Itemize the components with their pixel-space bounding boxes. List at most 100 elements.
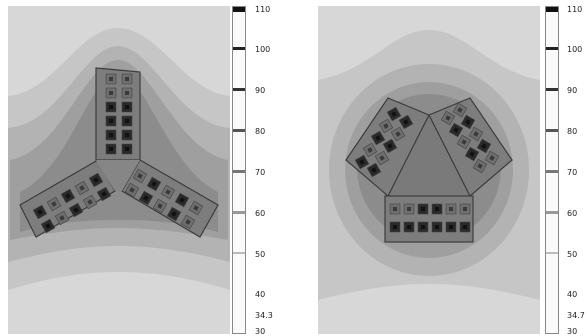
left-lower-right-cell-core bbox=[143, 195, 149, 201]
right-module-bottom bbox=[384, 195, 474, 243]
right-upper-right-cell-core bbox=[481, 143, 487, 149]
left-top-cell-core bbox=[109, 105, 113, 109]
left-cell-array bbox=[32, 73, 204, 234]
right-bottom-cell-core bbox=[393, 207, 397, 211]
right-bottom-cell-core bbox=[393, 225, 397, 229]
right-upper-right-cell-core bbox=[453, 127, 459, 133]
left-tick-label-40: 40 bbox=[255, 290, 266, 299]
left-colorbar-tick-90 bbox=[233, 88, 245, 91]
left-module-junction bbox=[96, 160, 140, 191]
right-tick-label-60: 60 bbox=[567, 209, 578, 218]
right-cell-array bbox=[354, 102, 500, 233]
left-heatmap-panel: 110 100 90 80 70 60 50 40 34.3 30 bbox=[0, 0, 273, 336]
right-tick-label-50: 50 bbox=[567, 250, 578, 259]
right-colorbar-tick-80 bbox=[546, 129, 558, 132]
right-tick-label-100: 100 bbox=[567, 45, 583, 54]
left-lower-left-cell-core bbox=[73, 207, 79, 213]
left-colorbar-tick-80 bbox=[233, 129, 245, 132]
right-bottom-cell-core bbox=[407, 207, 411, 211]
left-tick-label-100: 100 bbox=[255, 45, 271, 54]
right-upper-left-cell-core bbox=[371, 167, 377, 173]
right-tick-label-80: 80 bbox=[567, 127, 578, 136]
left-lower-left-cell-core bbox=[93, 177, 99, 183]
right-upper-left-cell-core bbox=[387, 143, 393, 149]
right-colorbar bbox=[545, 6, 559, 334]
left-lower-right-cell-core bbox=[151, 181, 157, 187]
right-bottom-cell-core bbox=[449, 207, 453, 211]
right-upper-right-cell-core bbox=[469, 151, 475, 157]
right-upper-right-cell-core bbox=[489, 155, 495, 161]
right-upper-left-cell-core bbox=[403, 119, 409, 125]
right-bottom-cell-core bbox=[407, 225, 411, 229]
right-colorbar-tick-60 bbox=[546, 211, 558, 214]
right-bottom-cell-core bbox=[463, 207, 467, 211]
left-lower-right-cell-core bbox=[129, 187, 135, 193]
left-top-cell-core bbox=[125, 119, 129, 123]
right-upper-left-cell-core bbox=[367, 147, 373, 153]
right-bottom-cell-core bbox=[421, 207, 425, 211]
left-lower-right-cell-core bbox=[157, 203, 163, 209]
left-tick-label-110: 110 bbox=[255, 5, 271, 14]
left-colorbar-top-cap bbox=[233, 7, 245, 12]
right-bottom-cell-core bbox=[435, 207, 439, 211]
left-colorbar-tick-70 bbox=[233, 170, 245, 173]
left-lower-left-cell-core bbox=[87, 199, 93, 205]
left-lower-left-cell-core bbox=[51, 201, 57, 207]
right-upper-right-cell-core bbox=[457, 107, 463, 113]
left-lower-right-cell-core bbox=[179, 197, 185, 203]
left-top-cell-core bbox=[125, 147, 129, 151]
right-colorbar-tick-90 bbox=[546, 88, 558, 91]
left-module-top bbox=[95, 67, 141, 161]
right-upper-right-cell-core bbox=[445, 115, 451, 121]
left-colorbar-tick-60 bbox=[233, 211, 245, 214]
left-tick-label-70: 70 bbox=[255, 168, 266, 177]
left-lower-right-cell-core bbox=[185, 219, 191, 225]
left-tick-label-30: 30 bbox=[255, 327, 266, 336]
left-top-cell-core bbox=[125, 133, 129, 137]
right-colorbar-tick-100 bbox=[546, 47, 558, 50]
left-colorbar-tick-50 bbox=[233, 252, 245, 254]
right-colorbar-tick-50 bbox=[546, 252, 558, 254]
right-colorbar-top-cap bbox=[546, 7, 558, 12]
right-tick-label-90: 90 bbox=[567, 86, 578, 95]
right-colorbar-tick-70 bbox=[546, 170, 558, 173]
left-lower-right-cell-core bbox=[193, 205, 199, 211]
left-tick-label-90: 90 bbox=[255, 86, 266, 95]
left-tick-label-34-3: 34.3 bbox=[255, 311, 273, 320]
right-upper-left-cell-core bbox=[379, 155, 385, 161]
right-upper-left-cell-core bbox=[383, 123, 389, 129]
left-tick-label-50: 50 bbox=[255, 250, 266, 259]
left-lower-left-cell-core bbox=[79, 185, 85, 191]
left-heatmap bbox=[8, 6, 230, 334]
right-bottom-cell-core bbox=[435, 225, 439, 229]
left-lower-left-cell-core bbox=[59, 215, 65, 221]
right-upper-left-cell-core bbox=[375, 135, 381, 141]
right-heatmap bbox=[318, 6, 540, 334]
left-lower-right-cell-core bbox=[171, 211, 177, 217]
right-tick-label-34-7: 34.7 bbox=[567, 311, 585, 320]
left-colorbar bbox=[232, 6, 246, 334]
left-top-cell-core bbox=[125, 105, 129, 109]
left-lower-right-cell-core bbox=[165, 189, 171, 195]
right-bottom-cell-core bbox=[421, 225, 425, 229]
right-upper-right-cell-core bbox=[461, 139, 467, 145]
right-tick-label-30: 30 bbox=[567, 327, 578, 336]
left-top-cell-core bbox=[109, 77, 113, 81]
right-heatmap-panel: 110 100 90 80 70 60 50 40 34.7 30 bbox=[312, 0, 585, 336]
right-tick-label-110: 110 bbox=[567, 5, 583, 14]
left-colorbar-tick-100 bbox=[233, 47, 245, 50]
right-bottom-cell-core bbox=[463, 225, 467, 229]
right-module-center bbox=[388, 115, 470, 196]
left-top-cell-core bbox=[125, 77, 129, 81]
right-upper-left-cell-core bbox=[359, 159, 365, 165]
right-upper-right-cell-core bbox=[477, 163, 483, 169]
left-lower-right-cell-core bbox=[137, 173, 143, 179]
right-tick-label-40: 40 bbox=[567, 290, 578, 299]
left-lower-left-cell-core bbox=[45, 223, 51, 229]
left-tick-label-60: 60 bbox=[255, 209, 266, 218]
left-tick-label-80: 80 bbox=[255, 127, 266, 136]
left-top-cell-core bbox=[125, 91, 129, 95]
left-top-cell-core bbox=[109, 147, 113, 151]
left-top-cell-core bbox=[109, 119, 113, 123]
left-top-cell-core bbox=[109, 133, 113, 137]
